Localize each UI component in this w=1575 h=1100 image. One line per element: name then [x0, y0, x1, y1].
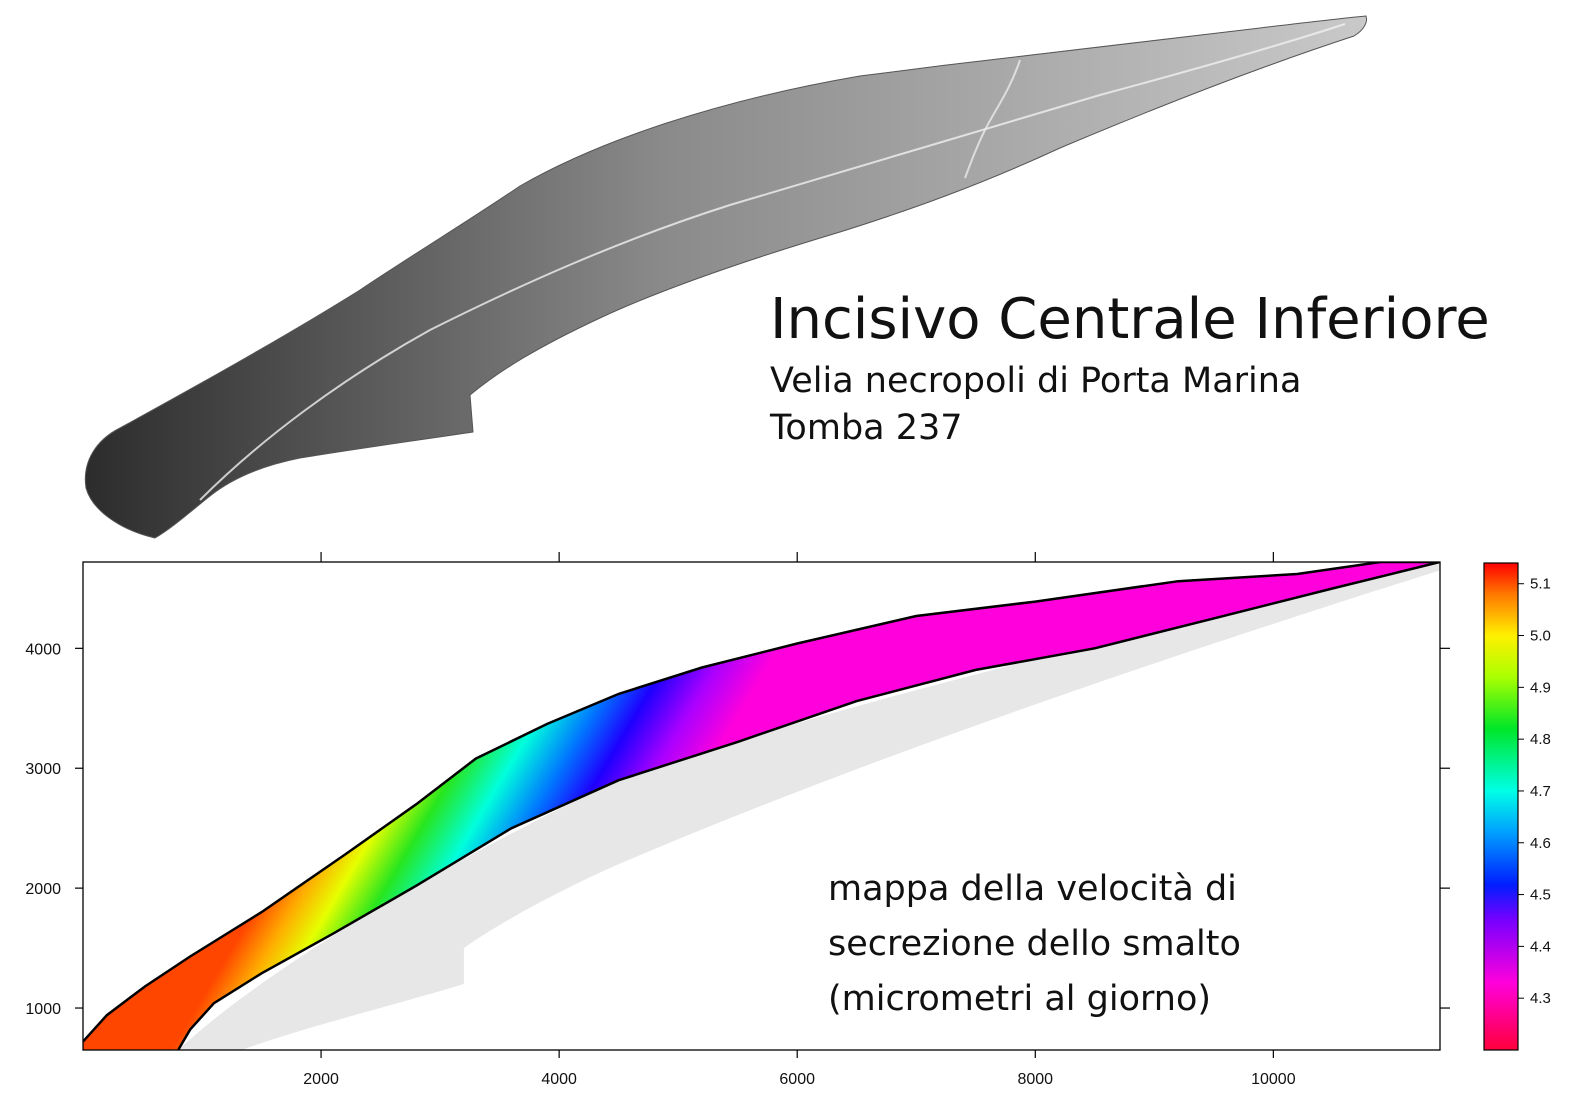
map-caption-line-1: mappa della velocità di: [828, 869, 1237, 909]
ghost-tooth-underlay: [178, 562, 1440, 1050]
x-tick-label: 10000: [1251, 1071, 1296, 1088]
colorbar-tick-label: 4.3: [1530, 990, 1551, 1007]
enamel-outline: [83, 562, 1440, 1050]
y-tick-label: 3000: [25, 761, 61, 778]
colorbar-tick-label: 5.0: [1530, 628, 1551, 645]
tooth-silhouette: [84, 15, 1367, 539]
page-title: Incisivo Centrale Inferiore: [770, 287, 1490, 352]
colorbar-tick-label: 4.5: [1530, 887, 1551, 904]
map-caption-line-2: secrezione dello smalto: [828, 924, 1241, 964]
dentine-enamel-junction: [199, 23, 1346, 501]
plot-frame: [82, 561, 1441, 1051]
tomb-subtitle: Tomba 237: [770, 408, 963, 448]
y-tick-label: 2000: [25, 881, 61, 898]
colorbar-tick-label: 4.9: [1530, 679, 1551, 696]
tooth-section-photo: [84, 15, 1367, 539]
y-tick-label: 4000: [25, 641, 61, 658]
x-tick-label: 4000: [541, 1071, 577, 1088]
axes: 2000 4000 6000 8000 10000 1000 2000 3000 4000: [25, 552, 1450, 1088]
x-tick-label: 2000: [303, 1071, 339, 1088]
y-tick-label: 1000: [25, 1001, 61, 1018]
colorbar-tick-label: 4.7: [1530, 783, 1551, 800]
colorbar-tick-label: 4.4: [1530, 938, 1551, 955]
title-block: Incisivo Centrale Inferiore Velia necrop…: [770, 282, 1490, 452]
colorbar-scale: [1483, 562, 1519, 1051]
map-caption: mappa della velocità di secrezione dello…: [828, 862, 1241, 1027]
site-subtitle: Velia necropoli di Porta Marina: [770, 361, 1302, 401]
colorbar-tick-label: 5.1: [1530, 576, 1551, 593]
colorbar: 4.3 4.4 4.5 4.6 4.7 4.8 4.9 5.0 5.1: [1483, 562, 1551, 1051]
x-tick-label: 8000: [1017, 1071, 1053, 1088]
colorbar-tick-label: 4.8: [1530, 731, 1551, 748]
crack-line: [964, 59, 1021, 179]
x-tick-label: 6000: [779, 1071, 815, 1088]
colorbar-tick-label: 4.6: [1530, 835, 1551, 852]
colorbar-ticks: 4.3 4.4 4.5 4.6 4.7 4.8 4.9 5.0 5.1: [1518, 576, 1551, 1007]
map-caption-line-3: (micrometri al giorno): [828, 979, 1212, 1019]
